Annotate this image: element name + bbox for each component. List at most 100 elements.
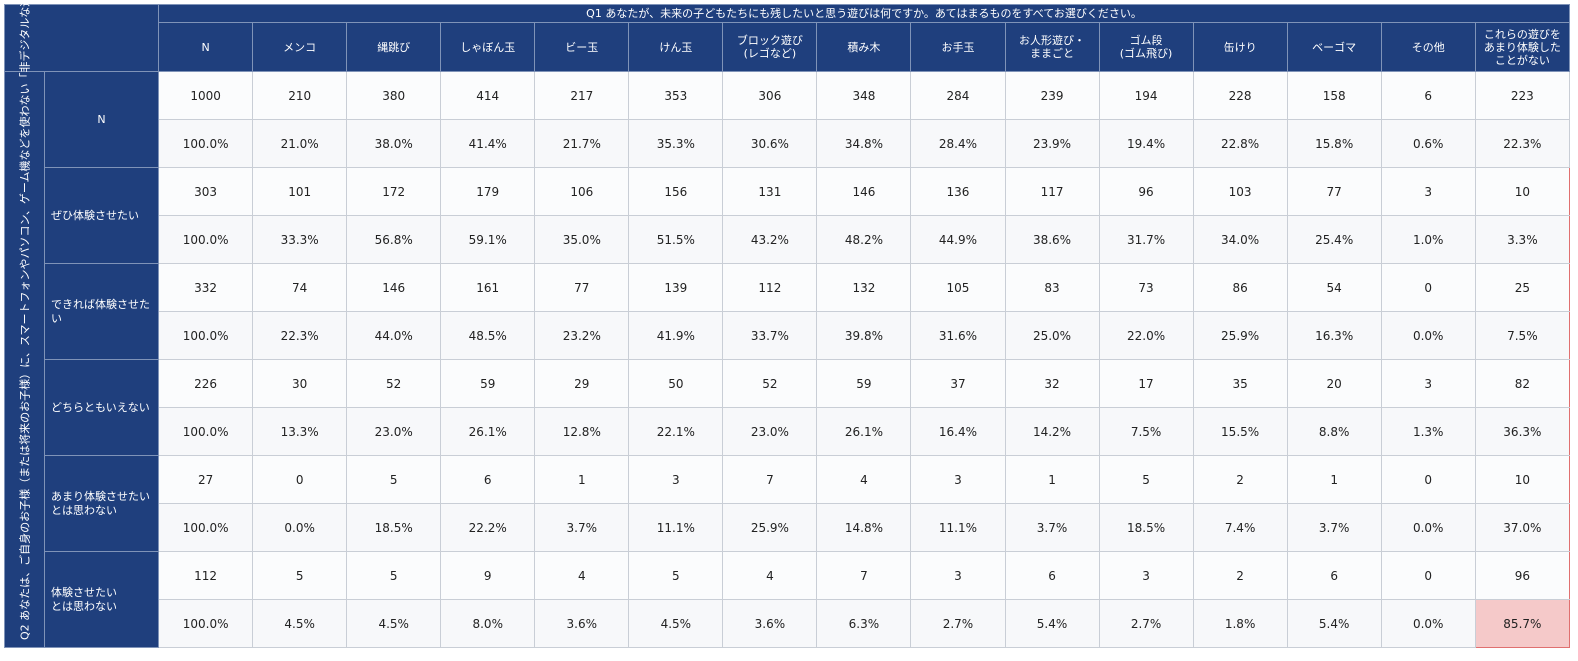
count-cell: 5 (346, 455, 442, 504)
column-header: その他 (1380, 22, 1476, 72)
percent-cell: 18.5% (346, 503, 442, 552)
count-cell: 217 (534, 71, 630, 120)
percent-cell: 39.8% (816, 311, 912, 360)
count-cell: 106 (534, 167, 630, 216)
percent-cell: 22.8% (1192, 119, 1288, 168)
count-cell: 353 (628, 71, 724, 120)
q1-title: Q1 あなたが、未来の子どもたちにも残したいと思う遊びは何ですか。あてはまるもの… (158, 4, 1570, 23)
percent-cell: 3.6% (534, 599, 630, 648)
column-header-row: N メンコ 縄跳び しゃぼん玉 ビー玉 けん玉 ブロック遊び (レゴなど) 積み木 お手玉 お人形遊… (5, 22, 1571, 72)
count-cell: 228 (1192, 71, 1288, 120)
percent-cell: 3.6% (722, 599, 818, 648)
percent-cell: 1.0% (1380, 215, 1476, 264)
percent-cell: 85.7% (1474, 599, 1571, 648)
percent-cell: 26.1% (816, 407, 912, 456)
count-cell: 101 (252, 167, 348, 216)
count-cell: 77 (534, 263, 630, 312)
count-cell: 172 (346, 167, 442, 216)
count-cell: 3 (910, 551, 1006, 600)
percent-cell: 0.0% (1380, 311, 1476, 360)
row-label: あまり体験させたい とは思わない (44, 455, 160, 552)
count-cell: 4 (722, 551, 818, 600)
count-cell: 226 (158, 359, 254, 408)
percent-cell: 22.0% (1098, 311, 1194, 360)
count-cell: 10 (1474, 455, 1571, 504)
percent-cell: 23.9% (1004, 119, 1100, 168)
column-header: ベーゴマ (1286, 22, 1382, 72)
percent-cell: 23.0% (722, 407, 818, 456)
percent-cell: 56.8% (346, 215, 442, 264)
percent-cell: 11.1% (628, 503, 724, 552)
percent-cell: 7.4% (1192, 503, 1288, 552)
percent-cell: 8.8% (1286, 407, 1382, 456)
percent-cell: 3.7% (1004, 503, 1100, 552)
count-cell: 1000 (158, 71, 254, 120)
count-cell: 54 (1286, 263, 1382, 312)
count-cell: 146 (346, 263, 442, 312)
percent-cell: 1.8% (1192, 599, 1288, 648)
percent-cell: 0.0% (252, 503, 348, 552)
percent-cell: 13.3% (252, 407, 348, 456)
count-cell: 223 (1474, 71, 1571, 120)
count-cell: 3 (910, 455, 1006, 504)
percent-cell: 59.1% (440, 215, 536, 264)
percent-cell: 25.9% (722, 503, 818, 552)
column-header: ビー玉 (534, 22, 630, 72)
count-cell: 52 (722, 359, 818, 408)
count-cell: 74 (252, 263, 348, 312)
table-row: 100.0% 22.3% 44.0% 48.5% 23.2% 41.9% 33.7% 39.8… (5, 311, 1571, 360)
column-header: お手玉 (910, 22, 1006, 72)
count-cell: 210 (252, 71, 348, 120)
row-label: どちらともいえない (44, 359, 160, 456)
count-cell: 96 (1474, 551, 1571, 600)
table-row: 100.0% 13.3% 23.0% 26.1% 12.8% 22.1% 23.0% 26.1… (5, 407, 1571, 456)
count-cell: 1 (534, 455, 630, 504)
percent-cell: 8.0% (440, 599, 536, 648)
percent-cell: 4.5% (252, 599, 348, 648)
table-row: 体験させたい とは思わない 112 5 5 9 4 5 4 7 3 6 3 2 6 0 96 (5, 551, 1571, 648)
percent-cell: 22.1% (628, 407, 724, 456)
count-cell: 6 (1286, 551, 1382, 600)
count-cell: 96 (1098, 167, 1194, 216)
count-cell: 348 (816, 71, 912, 120)
percent-cell: 21.0% (252, 119, 348, 168)
percent-cell: 28.4% (910, 119, 1006, 168)
percent-cell: 25.9% (1192, 311, 1288, 360)
count-cell: 0 (252, 455, 348, 504)
column-header: メンコ (252, 22, 348, 72)
count-cell: 3 (1380, 359, 1476, 408)
count-cell: 136 (910, 167, 1006, 216)
count-cell: 73 (1098, 263, 1194, 312)
column-header: N (158, 22, 254, 72)
count-cell: 158 (1286, 71, 1382, 120)
column-header: ブロック遊び (レゴなど) (722, 22, 818, 72)
count-cell: 132 (816, 263, 912, 312)
percent-cell: 33.3% (252, 215, 348, 264)
percent-cell: 100.0% (158, 119, 254, 168)
percent-cell: 34.0% (1192, 215, 1288, 264)
count-cell: 239 (1004, 71, 1100, 120)
table-row: 100.0% 33.3% 56.8% 59.1% 35.0% 51.5% 43.2% 48.2… (5, 215, 1571, 264)
row-label: ぜひ体験させたい (44, 167, 160, 264)
count-cell: 32 (1004, 359, 1100, 408)
corner-cell (3, 4, 160, 72)
percent-cell: 100.0% (158, 599, 254, 648)
percent-cell: 14.8% (816, 503, 912, 552)
count-cell: 4 (534, 551, 630, 600)
count-cell: 131 (722, 167, 818, 216)
count-cell: 380 (346, 71, 442, 120)
crosstab-container: Q1 あなたが、未来の子どもたちにも残したいと思う遊びは何ですか。あてはまるもの… (3, 0, 1574, 657)
table-row: できれば体験させたい 332 74 146 161 77 139 112 132 105 83 73 8… (5, 263, 1571, 360)
count-cell: 27 (158, 455, 254, 504)
count-cell: 179 (440, 167, 536, 216)
count-cell: 2 (1192, 551, 1288, 600)
count-cell: 50 (628, 359, 724, 408)
percent-cell: 38.0% (346, 119, 442, 168)
count-cell: 303 (158, 167, 254, 216)
percent-cell: 48.2% (816, 215, 912, 264)
count-cell: 86 (1192, 263, 1288, 312)
percent-cell: 43.2% (722, 215, 818, 264)
table-row: どちらともいえない 226 30 52 59 29 50 52 59 37 32 17 35 20 3 82 (5, 359, 1571, 456)
count-cell: 112 (158, 551, 254, 600)
table-row: 100.0% 0.0% 18.5% 22.2% 3.7% 11.1% 25.9% 14.8% 1… (5, 503, 1571, 552)
